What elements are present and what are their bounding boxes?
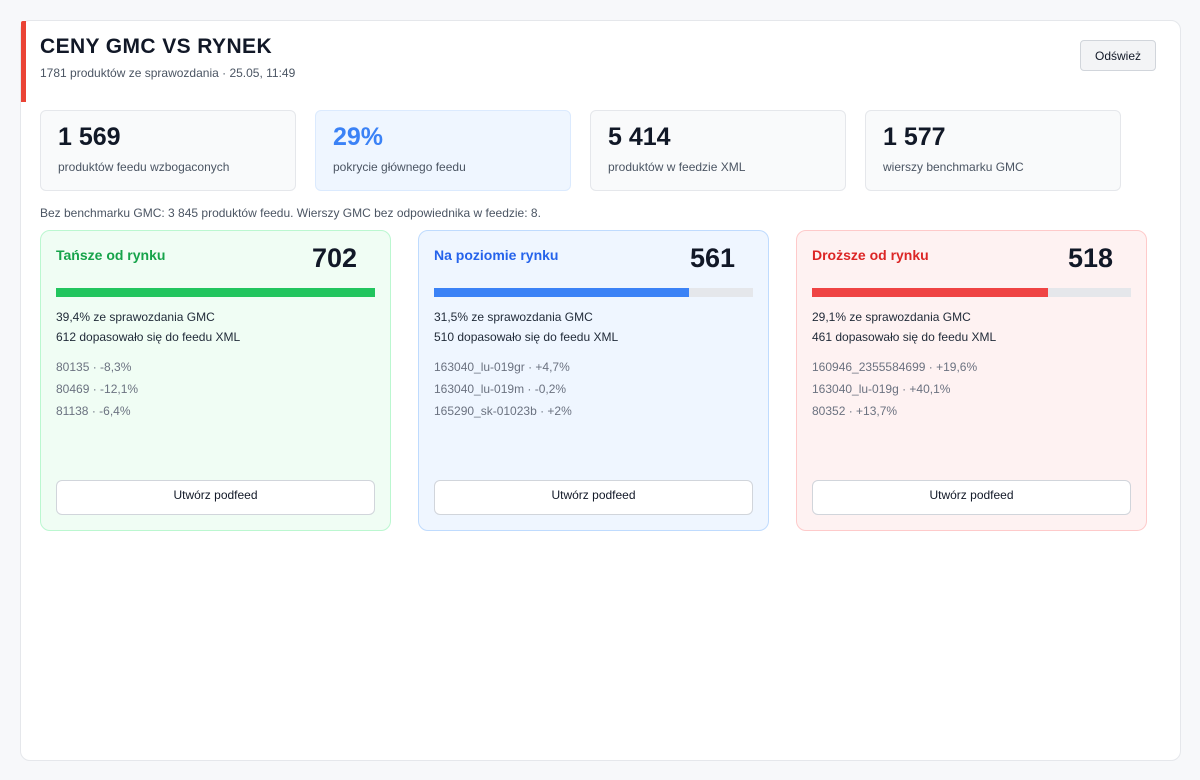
stat-card-xml-products: 5 414 produktów w feedzie XML [590, 110, 846, 191]
card-matched-text: 461 dopasowało się do feedu XML [812, 330, 997, 344]
stat-label: produktów feedu wzbogaconych [58, 160, 230, 174]
list-item: 165290_sk-01023b · +2% [434, 404, 572, 418]
list-item: 160946_2355584699 · +19,6% [812, 360, 978, 374]
card-title: Na poziomie rynku [434, 247, 559, 263]
sample-list: 80135 · -8,3% 80469 · -12,1% 81138 · -6,… [56, 360, 138, 426]
create-subfeed-button[interactable]: Utwórz podfeed [812, 480, 1131, 515]
card-share-text: 31,5% ze sprawozdania GMC [434, 310, 593, 324]
page-subtitle: 1781 produktów ze sprawozdania · 25.05, … [40, 66, 296, 80]
sample-list: 163040_lu-019gr · +4,7% 163040_lu-019m ·… [434, 360, 572, 426]
refresh-button[interactable]: Odśwież [1080, 40, 1156, 71]
stat-card-gmc-rows: 1 577 wierszy benchmarku GMC [865, 110, 1121, 191]
card-matched-text: 510 dopasowało się do feedu XML [434, 330, 619, 344]
page-title: CENY GMC VS RYNEK [40, 35, 273, 58]
card-market-level: Na poziomie rynku 561 31,5% ze sprawozda… [418, 230, 769, 531]
sample-list: 160946_2355584699 · +19,6% 163040_lu-019… [812, 360, 977, 426]
progress-bar [812, 288, 1131, 297]
list-item: 163040_lu-019gr · +4,7% [434, 360, 570, 374]
list-item: 80352 · +13,7% [812, 404, 898, 418]
accent-bar [21, 21, 26, 102]
stat-label: wierszy benchmarku GMC [883, 160, 1024, 174]
stat-card-coverage: 29% pokrycie głównego feedu [315, 110, 571, 191]
progress-bar [434, 288, 753, 297]
create-subfeed-button[interactable]: Utwórz podfeed [434, 480, 753, 515]
card-count: 702 [311, 243, 357, 273]
card-title: Droższe od rynku [812, 247, 929, 263]
list-item: 81138 · -6,4% [56, 404, 131, 418]
coverage-note: Bez benchmarku GMC: 3 845 produktów feed… [40, 206, 541, 220]
stat-card-enriched: 1 569 produktów feedu wzbogaconych [40, 110, 296, 191]
card-count: 518 [1067, 243, 1113, 273]
card-matched-text: 612 dopasowało się do feedu XML [56, 330, 241, 344]
price-comparison-panel: CENY GMC VS RYNEK 1781 produktów ze spra… [20, 20, 1181, 761]
stat-label: pokrycie głównego feedu [333, 160, 466, 174]
stat-value: 1 569 [58, 123, 121, 151]
stat-value: 29% [333, 123, 384, 151]
progress-fill [812, 288, 1049, 297]
list-item: 80469 · -12,1% [56, 382, 139, 396]
card-count: 561 [689, 243, 735, 273]
card-share-text: 29,1% ze sprawozdania GMC [812, 310, 971, 324]
stat-value: 5 414 [608, 123, 671, 151]
list-item: 163040_lu-019m · -0,2% [434, 382, 567, 396]
progress-bar [56, 288, 375, 297]
card-more-expensive: Droższe od rynku 518 29,1% ze sprawozdan… [796, 230, 1147, 531]
create-subfeed-button[interactable]: Utwórz podfeed [56, 480, 375, 515]
list-item: 163040_lu-019g · +40,1% [812, 382, 951, 396]
progress-fill [56, 288, 375, 297]
stat-label: produktów w feedzie XML [608, 160, 746, 174]
progress-fill [434, 288, 690, 297]
card-title: Tańsze od rynku [56, 247, 166, 263]
list-item: 80135 · -8,3% [56, 360, 132, 374]
card-cheaper: Tańsze od rynku 702 39,4% ze sprawozdani… [40, 230, 391, 531]
stat-value: 1 577 [883, 123, 946, 151]
card-share-text: 39,4% ze sprawozdania GMC [56, 310, 215, 324]
